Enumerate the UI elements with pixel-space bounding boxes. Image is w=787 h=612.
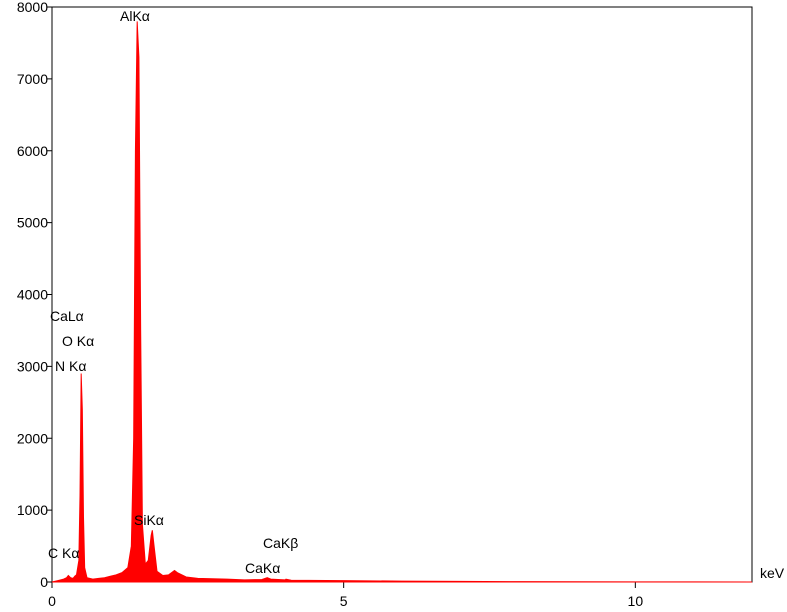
y-tick-label: 8000: [17, 0, 48, 15]
y-tick-label: 0: [40, 574, 48, 590]
peak-label: CaLα: [50, 308, 84, 324]
y-tick-label: 5000: [17, 215, 48, 231]
x-axis-label: keV: [760, 565, 785, 581]
peak-label: O Kα: [62, 333, 94, 349]
y-tick-label: 1000: [17, 502, 48, 518]
x-tick-label: 5: [340, 593, 348, 609]
spectrum: [51, 21, 753, 583]
peak-label: N Kα: [55, 358, 86, 374]
peak-label: C Kα: [48, 545, 79, 561]
peak-label: AlKα: [120, 8, 150, 24]
x-tick-label: 10: [628, 593, 644, 609]
peak-label: SiKα: [134, 512, 164, 528]
x-tick-label: 0: [48, 593, 56, 609]
y-tick-label: 4000: [17, 287, 48, 303]
plot-frame: [51, 6, 753, 583]
y-tick-label: 7000: [17, 71, 48, 87]
y-tick-label: 3000: [17, 358, 48, 374]
y-tick-label: 6000: [17, 143, 48, 159]
y-tick-label: 2000: [17, 430, 48, 446]
peak-label: CaKα: [245, 560, 280, 576]
peak-label: CaKβ: [263, 535, 298, 551]
